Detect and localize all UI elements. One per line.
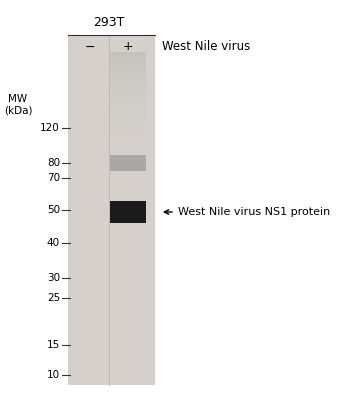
Bar xyxy=(110,67,146,70)
Bar xyxy=(110,52,146,55)
Bar xyxy=(110,55,146,58)
Text: West Nile virus NS1 protein: West Nile virus NS1 protein xyxy=(178,207,330,217)
Bar xyxy=(110,72,146,76)
Text: 70: 70 xyxy=(47,173,60,183)
Bar xyxy=(110,134,146,137)
Bar xyxy=(110,99,146,102)
Text: 293T: 293T xyxy=(93,16,125,28)
Bar xyxy=(110,105,146,108)
Bar xyxy=(110,137,146,140)
Text: 15: 15 xyxy=(47,340,60,350)
Bar xyxy=(110,64,146,67)
Bar xyxy=(110,81,146,84)
Bar xyxy=(110,87,146,90)
Text: West Nile virus: West Nile virus xyxy=(162,40,250,54)
Bar xyxy=(110,70,146,72)
Bar xyxy=(110,131,146,134)
Text: 10: 10 xyxy=(47,370,60,380)
Bar xyxy=(110,102,146,105)
Text: 80: 80 xyxy=(47,158,60,168)
Text: 50: 50 xyxy=(47,205,60,215)
Bar xyxy=(110,76,146,78)
Bar xyxy=(110,116,146,120)
Bar xyxy=(110,114,146,116)
Bar xyxy=(110,90,146,93)
Text: 30: 30 xyxy=(47,273,60,283)
Bar xyxy=(110,93,146,96)
Bar xyxy=(68,35,155,385)
Text: 40: 40 xyxy=(47,238,60,248)
Text: −: − xyxy=(85,40,95,54)
Bar xyxy=(110,128,146,131)
Bar xyxy=(110,108,146,111)
Text: +: + xyxy=(123,40,133,54)
Bar xyxy=(110,201,146,223)
Bar xyxy=(110,58,146,61)
Bar xyxy=(110,122,146,125)
Text: MW
(kDa): MW (kDa) xyxy=(4,94,32,116)
Bar xyxy=(110,61,146,64)
Bar xyxy=(110,96,146,99)
Bar xyxy=(110,120,146,122)
Bar xyxy=(110,78,146,81)
Bar xyxy=(110,155,146,171)
Bar xyxy=(110,111,146,114)
Bar xyxy=(110,125,146,128)
Bar xyxy=(110,84,146,87)
Text: 120: 120 xyxy=(40,123,60,133)
Text: 25: 25 xyxy=(47,293,60,303)
